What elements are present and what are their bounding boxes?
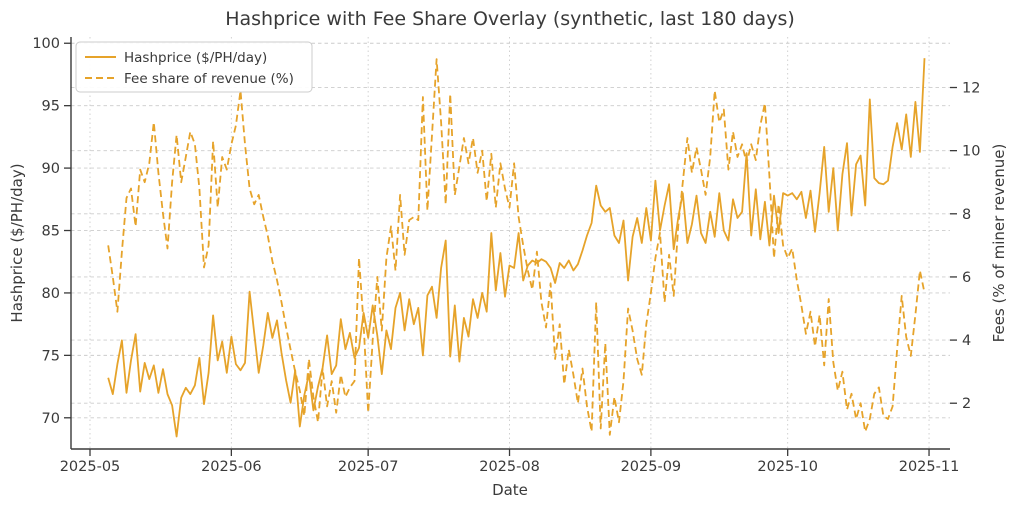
x-tick-label: 2025-05 [60,459,121,475]
x-tick-label: 2025-11 [899,459,960,475]
y-left-axis-label: Hashprice ($/PH/day) [8,163,26,322]
y-left-tick-label: 85 [42,224,60,240]
fee-share-line-series [107,58,926,436]
axis-ticks: 70 75 80 85 90 95 100 2 4 6 8 10 12 2025-05 2025-06 202… [32,36,980,475]
y-right-tick-label: 2 [962,396,971,412]
y-left-tick-label: 70 [42,411,60,427]
x-tick-label: 2025-07 [338,459,399,475]
y-right-tick-label: 12 [962,81,980,97]
gridlines [71,37,950,449]
data-series [107,58,926,438]
y-right-tick-label: 6 [962,270,971,286]
y-right-tick-label: 10 [962,144,980,160]
x-tick-label: 2025-09 [621,459,682,475]
y-left-tick-label: 100 [32,36,60,52]
y-left-tick-label: 95 [42,99,60,115]
y-left-tick-label: 80 [42,286,60,302]
chart-title: Hashprice with Fee Share Overlay (synthe… [225,8,795,30]
x-tick-label: 2025-06 [201,459,262,475]
y-left-tick-label: 75 [42,348,60,364]
legend-box [75,41,313,93]
legend-label-hashprice: Hashprice ($/PH/day) [124,50,267,66]
y-right-axis-label: Fees (% of miner revenue) [990,144,1008,343]
x-tick-label: 2025-08 [479,459,540,475]
x-axis-label: Date [492,481,528,499]
legend: Hashprice ($/PH/day) Fee share of revenu… [75,41,313,93]
x-tick-label: 2025-10 [757,459,818,475]
y-right-tick-label: 4 [962,333,971,349]
legend-label-feeshare: Fee share of revenue (%) [124,71,294,87]
y-left-tick-label: 90 [42,161,60,177]
y-right-tick-label: 8 [962,207,971,223]
hashprice-line-series [107,58,926,438]
